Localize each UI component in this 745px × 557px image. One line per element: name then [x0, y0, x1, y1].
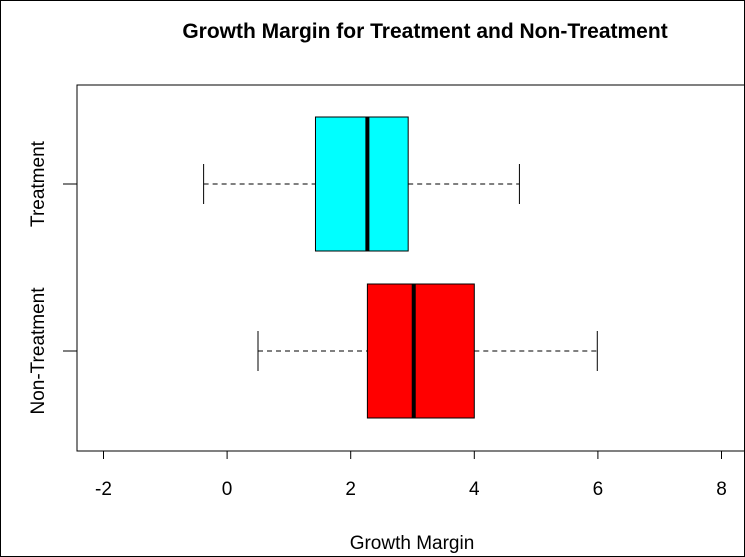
iqr-box: [366, 283, 475, 419]
box-series-group: [203, 116, 598, 419]
chart-title: Growth Margin for Treatment and Non-Trea…: [182, 20, 667, 43]
box-treatment: [203, 116, 520, 252]
y-tick-label: Non-Treatment: [28, 287, 49, 415]
x-tick-label: 2: [345, 479, 356, 500]
y-axis: Treatment Non-Treatment: [28, 140, 77, 415]
y-tick-label: Treatment: [28, 140, 49, 227]
x-tick-label: -2: [95, 479, 112, 500]
x-axis-label: Growth Margin: [350, 533, 475, 554]
x-tick-label: 0: [222, 479, 233, 500]
box-non-treatment: [257, 283, 598, 419]
x-tick-label: 8: [716, 479, 727, 500]
iqr-box: [314, 116, 409, 252]
x-tick-label: 6: [593, 479, 604, 500]
x-axis: -2 0 2 4 6 8: [95, 450, 727, 500]
x-tick-label: 4: [469, 479, 480, 500]
